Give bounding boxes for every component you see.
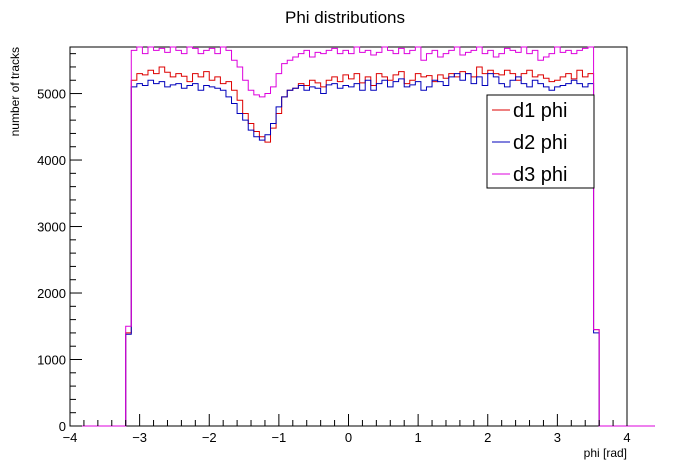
legend-label-3: d3 phi — [513, 164, 568, 186]
x-tick-label: −3 — [132, 430, 147, 445]
x-tick-label: 2 — [484, 430, 491, 445]
series-line-2 — [70, 73, 655, 427]
y-tick-label: 5000 — [37, 87, 66, 102]
x-tick-label: 1 — [415, 430, 422, 445]
y-tick-label: 3000 — [37, 220, 66, 235]
series-line-3 — [70, 46, 655, 427]
y-tick-label: 2000 — [37, 286, 66, 301]
x-axis-title: phi [rad] — [584, 446, 627, 460]
y-axis-ticks: 0 1000 2000 3000 4000 5000 — [37, 53, 82, 434]
y-tick-label: 0 — [59, 419, 66, 434]
y-tick-label: 4000 — [37, 153, 66, 168]
x-tick-label: 4 — [623, 430, 630, 445]
legend: d1 phi d2 phi d3 phi — [486, 94, 595, 189]
x-tick-label: −2 — [202, 430, 217, 445]
chart-title: Phi distributions — [285, 8, 405, 27]
x-tick-label: 0 — [345, 430, 352, 445]
y-tick-label: 1000 — [37, 353, 66, 368]
x-tick-label: −4 — [63, 430, 78, 445]
x-axis-ticks: −4 −3 −2 −1 0 1 2 3 4 — [63, 414, 631, 445]
legend-label-2: d2 phi — [513, 132, 568, 154]
x-tick-label: −1 — [271, 430, 286, 445]
series-layer — [70, 46, 655, 427]
x-tick-label: 3 — [554, 430, 561, 445]
y-axis-title: number of tracks — [8, 47, 22, 136]
series-line-1 — [70, 66, 655, 427]
legend-label-1: d1 phi — [513, 100, 568, 122]
